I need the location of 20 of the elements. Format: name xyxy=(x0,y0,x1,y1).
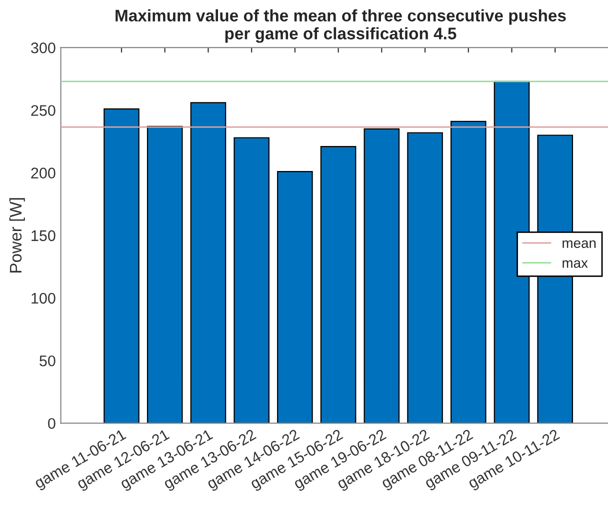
bar xyxy=(364,128,400,424)
bar xyxy=(277,171,313,424)
legend-label: mean xyxy=(562,240,596,248)
legend-label: max xyxy=(562,260,588,268)
bar xyxy=(146,126,183,424)
y-tick-label: 200 xyxy=(31,168,56,178)
bar xyxy=(190,102,226,424)
y-tick-label: 50 xyxy=(40,355,56,366)
bar xyxy=(104,108,140,424)
y-tick-label: 250 xyxy=(31,105,56,116)
y-tick-label: 100 xyxy=(32,292,56,304)
y-tick-label: 150 xyxy=(32,230,56,242)
chart-title: Maximum value of the mean of three consecutive pushes per game of classification 4.5 xyxy=(116,9,566,43)
bar xyxy=(407,132,443,424)
bar xyxy=(320,146,356,424)
bar xyxy=(450,120,486,424)
y-tick-label: 0 xyxy=(48,418,56,429)
y-tick-label: 300 xyxy=(31,42,56,54)
y-axis-title: Power [W] xyxy=(9,198,25,272)
bar xyxy=(234,137,270,424)
